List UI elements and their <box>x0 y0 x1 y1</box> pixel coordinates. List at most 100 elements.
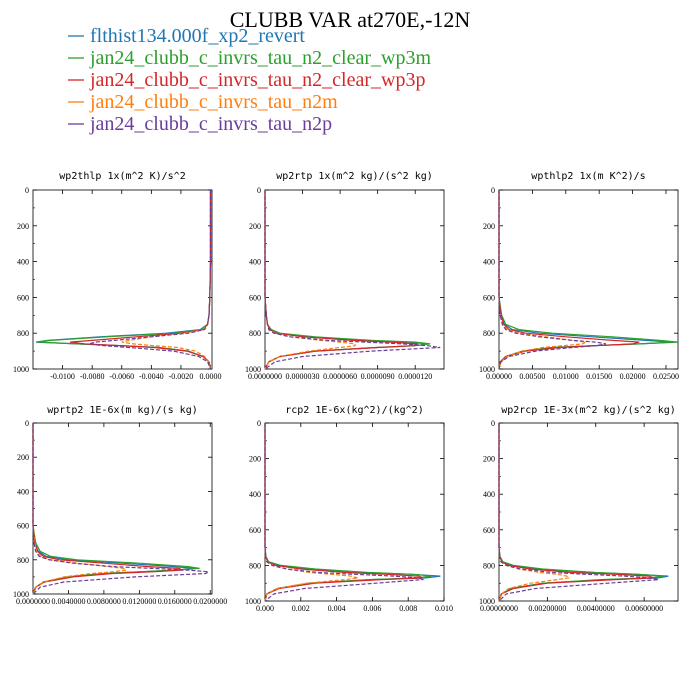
y-tick-label: 0 <box>491 186 495 195</box>
x-tick-label: 0.010 <box>435 604 453 613</box>
panel: wp2rtp 1x(m^2 kg)/(s^2 kg) 0 200 400 600 800 1… <box>245 171 445 381</box>
y-tick-label: 800 <box>249 561 261 570</box>
y-tick-label: 400 <box>249 490 261 499</box>
series-line <box>264 423 425 602</box>
legend-entry: jan24_clubb_c_invrs_tau_n2_clear_wp3p <box>89 69 425 91</box>
x-tick-label: 0.00200000 <box>528 604 566 613</box>
x-tick-label: 0.002 <box>292 604 310 613</box>
series-line <box>32 423 128 595</box>
panel-title: wp2rcp 1E-3x(m^2 kg)/(s^2 kg) <box>501 405 676 416</box>
x-tick-label: -0.0060 <box>109 372 134 381</box>
series-line <box>32 423 184 595</box>
series-line <box>498 423 571 602</box>
x-tick-label: 0.00600000 <box>625 604 663 613</box>
series-line <box>498 190 607 370</box>
series-line <box>498 190 588 370</box>
x-tick-label: 0.0000000 <box>248 372 282 381</box>
y-tick-label: 0 <box>25 419 29 428</box>
series-line <box>121 190 212 370</box>
x-tick-label: 0.01500 <box>586 372 612 381</box>
x-tick-label: 0.00500 <box>519 372 545 381</box>
x-tick-label: 0.0000120 <box>398 372 432 381</box>
panel-title: wpthlp2 1x(m K^2)/s <box>531 171 645 182</box>
y-tick-label: 400 <box>17 487 29 496</box>
y-tick-label: 400 <box>17 258 29 267</box>
y-tick-label: 200 <box>17 453 29 462</box>
y-tick-label: 400 <box>483 258 495 267</box>
x-tick-label: 0.004 <box>328 604 346 613</box>
series-line <box>89 190 212 370</box>
x-tick-label: 0.0120000 <box>122 597 156 606</box>
panel-title: wp2rtp 1x(m^2 kg)/(s^2 kg) <box>276 171 433 182</box>
panel-title: wprtp2 1E-6x(m kg)/(s kg) <box>47 405 198 416</box>
y-tick-label: 800 <box>483 329 495 338</box>
series-line <box>264 423 423 602</box>
x-tick-label: 0.0080000 <box>87 597 121 606</box>
y-tick-label: 600 <box>17 522 29 531</box>
series-line <box>498 423 659 602</box>
y-tick-label: 1000 <box>479 597 495 606</box>
x-tick-label: -0.0040 <box>139 372 164 381</box>
y-tick-label: 0 <box>257 419 261 428</box>
x-tick-label: 0.01000 <box>553 372 579 381</box>
x-tick-label: 0.0040000 <box>51 597 85 606</box>
y-tick-label: 0 <box>491 419 495 428</box>
legend-entry: flthist134.000f_xp2_revert <box>90 25 305 47</box>
x-tick-label: 0.008 <box>399 604 417 613</box>
x-tick-label: 0.0000030 <box>286 372 320 381</box>
series-line <box>498 190 640 370</box>
legend: flthist134.000f_xp2_revertjan24_clubb_c_… <box>68 25 431 135</box>
x-tick-label: 0.00400000 <box>577 604 615 613</box>
y-tick-label: 600 <box>483 526 495 535</box>
x-tick-label: 0.000 <box>256 604 274 613</box>
y-tick-label: 800 <box>17 556 29 565</box>
panel: wp2rcp 1E-3x(m^2 kg)/(s^2 kg) 0 200 400 600 8… <box>479 405 679 613</box>
y-tick-label: 600 <box>249 526 261 535</box>
series-line <box>498 423 664 602</box>
series-line <box>264 190 356 370</box>
y-tick-label: 200 <box>249 222 261 231</box>
x-tick-label: 0.0000060 <box>323 372 357 381</box>
legend-entry: jan24_clubb_c_invrs_tau_n2_clear_wp3m <box>89 47 431 69</box>
x-tick-label: -0.0080 <box>80 372 105 381</box>
panels: wp2thlp 1x(m^2 K)/s^2 0 200 400 600 800 1000 -0… <box>13 171 679 613</box>
y-tick-label: 0 <box>25 186 29 195</box>
x-tick-label: 0.0160000 <box>158 597 192 606</box>
legend-entry: jan24_clubb_c_invrs_tau_n2m <box>89 91 338 113</box>
y-tick-label: 800 <box>17 329 29 338</box>
legend-entry: jan24_clubb_c_invrs_tau_n2p <box>89 113 332 135</box>
x-tick-label: -0.0020 <box>169 372 194 381</box>
y-tick-label: 200 <box>17 222 29 231</box>
panel-title: wp2thlp 1x(m^2 K)/s^2 <box>59 171 185 182</box>
panel-title: rcp2 1E-6x(kg^2)/(kg^2) <box>285 405 423 416</box>
x-tick-label: 0.00000000 <box>480 604 518 613</box>
y-tick-label: 200 <box>483 455 495 464</box>
y-tick-label: 600 <box>17 293 29 302</box>
series-line <box>498 423 655 602</box>
x-tick-label: -0.0100 <box>50 372 75 381</box>
figure-title: CLUBB VAR at270E,-12N <box>230 7 471 32</box>
y-tick-label: 1000 <box>245 597 261 606</box>
panel: wp2thlp 1x(m^2 K)/s^2 0 200 400 600 800 1000 -0… <box>13 171 222 381</box>
panel: rcp2 1E-6x(kg^2)/(kg^2) 0 200 400 600 800 1000… <box>245 405 453 613</box>
series-line <box>264 190 418 370</box>
x-tick-label: 0.00000 <box>486 372 512 381</box>
panel: wpthlp2 1x(m K^2)/s020040060080010000.00… <box>479 171 679 381</box>
y-tick-label: 200 <box>483 222 495 231</box>
series-line <box>264 190 441 370</box>
series-line <box>264 190 431 370</box>
x-tick-label: 0.0000 <box>200 372 222 381</box>
y-tick-label: 800 <box>249 329 261 338</box>
y-tick-label: 200 <box>249 455 261 464</box>
x-tick-label: 0.0000090 <box>361 372 395 381</box>
x-tick-label: 0.02500 <box>653 372 679 381</box>
x-tick-label: 0.006 <box>363 604 381 613</box>
x-tick-label: 0.0200000 <box>193 597 227 606</box>
y-tick-label: 400 <box>483 490 495 499</box>
y-tick-label: 1000 <box>13 590 29 599</box>
y-tick-label: 1000 <box>245 365 261 374</box>
x-tick-label: 0.02000 <box>620 372 646 381</box>
panel: wprtp2 1E-6x(m kg)/(s kg) 0 200 400 600 800 10… <box>13 405 227 606</box>
y-tick-label: 1000 <box>479 365 495 374</box>
series-line <box>32 423 211 595</box>
